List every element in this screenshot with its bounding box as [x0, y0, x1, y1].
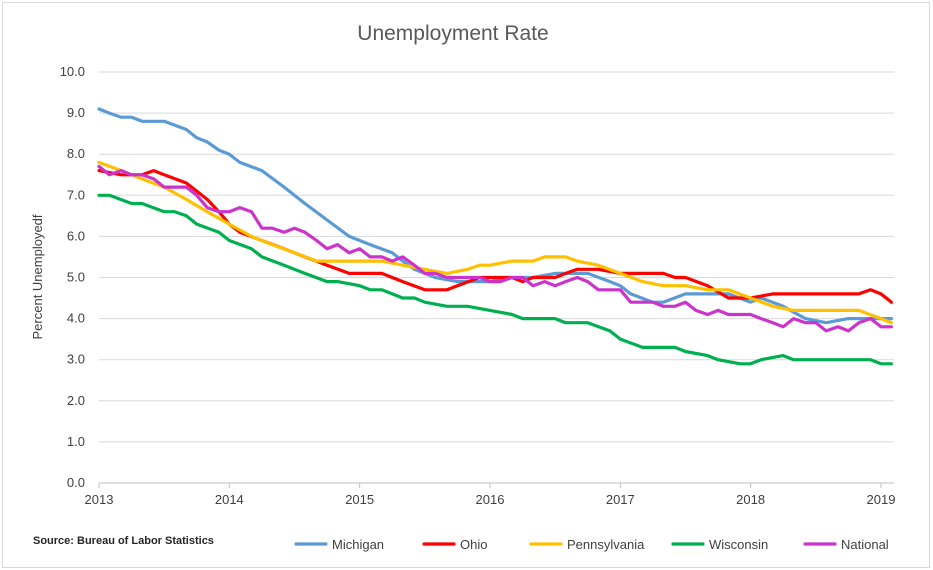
x-axis: 2013 2014 2015 2016 2017 2018 2019: [85, 482, 896, 507]
legend-label-michigan: Michigan: [332, 537, 384, 552]
x-tick-label: 2016: [476, 492, 505, 507]
legend-label-pennsylvania: Pennsylvania: [567, 537, 645, 552]
y-tick-label: 4.0: [67, 311, 85, 326]
legend-label-ohio: Ohio: [460, 537, 487, 552]
x-tick-label: 2015: [345, 492, 374, 507]
y-tick-label: 9.0: [67, 105, 85, 120]
y-tick-label: 10.0: [60, 64, 85, 79]
y-tick-label: 1.0: [67, 434, 85, 449]
y-axis: 0.0 1.0 2.0 3.0 4.0 5.0 6.0 7.0 8.0 9.0 10.0: [60, 64, 85, 490]
y-tick-label: 7.0: [67, 187, 85, 202]
x-tick-label: 2018: [736, 492, 765, 507]
x-tick-label: 2017: [606, 492, 635, 507]
y-tick-label: 5.0: [67, 270, 85, 285]
legend-label-wisconsin: Wisconsin: [709, 537, 768, 552]
y-tick-label: 8.0: [67, 146, 85, 161]
x-tick-label: 2013: [85, 492, 114, 507]
series-line-wisconsin: [97, 193, 893, 366]
x-tick-label: 2019: [867, 492, 896, 507]
y-tick-label: 0.0: [67, 475, 85, 490]
series-line-pennsylvania: [97, 160, 893, 325]
series-lines: [97, 107, 893, 366]
y-tick-label: 3.0: [67, 352, 85, 367]
x-tick-label: 2014: [215, 492, 244, 507]
legend-label-national: National: [841, 537, 889, 552]
chart-title: Unemployment Rate: [357, 22, 548, 45]
y-tick-label: 2.0: [67, 393, 85, 408]
source-note: Source: Bureau of Labor Statistics: [33, 535, 214, 547]
y-axis-label: Percent Unemployedf: [30, 214, 45, 339]
series-line-national: [97, 164, 893, 333]
legend: Michigan Ohio Pennsylvania Wisconsin Nationa…: [294, 537, 889, 552]
series-line-michigan: [97, 107, 893, 325]
y-tick-label: 6.0: [67, 228, 85, 243]
